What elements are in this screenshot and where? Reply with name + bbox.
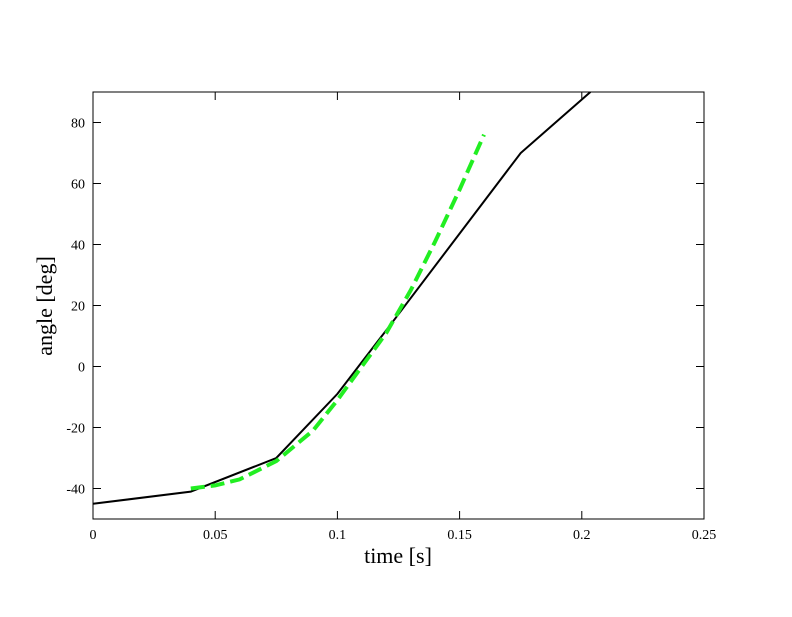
y-tick-label: -20 — [66, 422, 85, 437]
y-tick-label: 20 — [71, 300, 85, 315]
y-axis-label: angle [deg] — [32, 256, 57, 356]
plot-frame — [92, 91, 705, 520]
y-tick-label: 0 — [78, 361, 85, 376]
x-tick-label: 0.25 — [692, 528, 717, 543]
data-line — [190, 133, 486, 491]
x-tick-label: 0.2 — [573, 528, 591, 543]
y-tick-label: 60 — [71, 178, 85, 193]
data-line — [93, 92, 592, 505]
x-tick-label: 0 — [90, 528, 97, 543]
y-tick-label: -40 — [66, 483, 85, 498]
x-tick-label: 0.15 — [447, 528, 472, 543]
x-tick-label: 0.1 — [329, 528, 347, 543]
x-tick-label: 0.05 — [203, 528, 228, 543]
x-axis-label: time [s] — [364, 543, 432, 568]
y-tick-label: 40 — [71, 239, 85, 254]
y-tick-label: 80 — [71, 117, 85, 132]
